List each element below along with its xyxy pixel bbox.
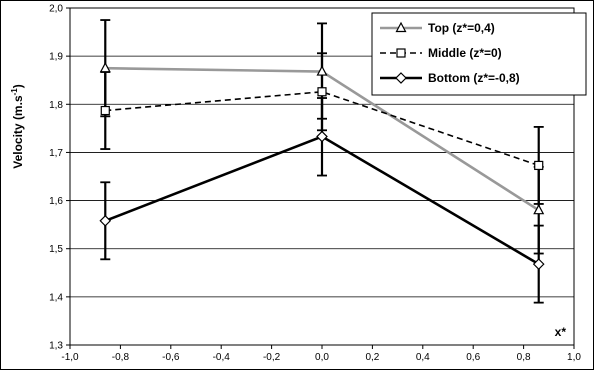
marker-triangle [316, 65, 328, 76]
x-tick-label: 1,0 [567, 352, 581, 363]
x-tick-label: 0,4 [416, 352, 430, 363]
y-axis-title: Velocity (m.s-1) [10, 84, 25, 169]
x-tick-label: -0,6 [162, 352, 180, 363]
x-axis-title: x* [555, 325, 567, 339]
x-tick-label: -1,0 [61, 352, 79, 363]
y-tick-label: 1,3 [49, 341, 63, 352]
marker-square [100, 105, 110, 116]
series-line-1 [105, 90, 539, 167]
series-markers [99, 61, 545, 270]
x-tick-label: 0,6 [466, 352, 480, 363]
series-layer [99, 19, 545, 304]
marker-square [396, 48, 406, 58]
x-tick-label: 0,2 [365, 352, 379, 363]
x-tick-label: -0,2 [263, 352, 281, 363]
marker-triangle [395, 21, 407, 33]
marker-square [317, 87, 327, 97]
y-tick-label: 1,8 [49, 100, 63, 111]
marker-square [534, 160, 544, 171]
y-axis-title-close: ) [11, 84, 25, 88]
x-tick-label: -0,4 [213, 352, 231, 363]
x-tick-label: -0,8 [112, 352, 130, 363]
legend-box [371, 12, 587, 96]
legend-label: Bottom (z*=-0,8) [428, 71, 520, 85]
y-axis-title-main: Velocity (m.s [11, 95, 25, 169]
y-tick-label: 1,6 [49, 196, 63, 207]
y-tick-label: 1,5 [49, 244, 63, 255]
y-tick-label: 1,9 [49, 52, 63, 63]
legend: Top (z*=0,4) Middle (z*=0) Bottom (z*=-0,8… [371, 12, 587, 96]
x-tick-label: 0,8 [517, 352, 531, 363]
x-tick-label: 0,0 [315, 352, 329, 363]
y-tick-label: 2,0 [49, 4, 63, 15]
marker-triangle [533, 203, 545, 215]
marker-diamond [395, 72, 407, 84]
y-tick-label: 1,4 [49, 292, 63, 303]
marker-diamond [532, 258, 545, 270]
y-tick-label: 1,7 [49, 148, 63, 159]
legend-label: Top (z*=0,4) [428, 21, 495, 35]
y-axis-title-sup: -1 [10, 88, 19, 96]
tick-labels: 1,3 1,4 1,5 1,6 1,7 1,8 1,9 2,0 -1,0 -0,8 -0,6 -0,4… [49, 4, 581, 364]
marker-diamond [99, 214, 112, 227]
plot-area [69, 7, 575, 346]
legend-label: Middle (z*=0) [428, 46, 502, 60]
marker-triangle [99, 61, 111, 73]
marker-diamond [316, 130, 328, 143]
